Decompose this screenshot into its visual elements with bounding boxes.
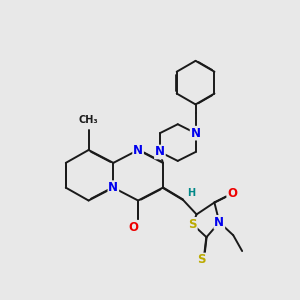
Text: N: N <box>155 146 165 158</box>
Text: N: N <box>108 181 118 194</box>
Text: O: O <box>227 187 237 200</box>
Text: O: O <box>128 221 138 234</box>
Text: N: N <box>214 216 224 229</box>
Text: N: N <box>133 143 143 157</box>
Text: H: H <box>188 188 196 198</box>
Text: N: N <box>190 127 201 140</box>
Text: S: S <box>197 254 206 266</box>
Text: CH₃: CH₃ <box>79 115 98 125</box>
Text: S: S <box>188 218 197 231</box>
